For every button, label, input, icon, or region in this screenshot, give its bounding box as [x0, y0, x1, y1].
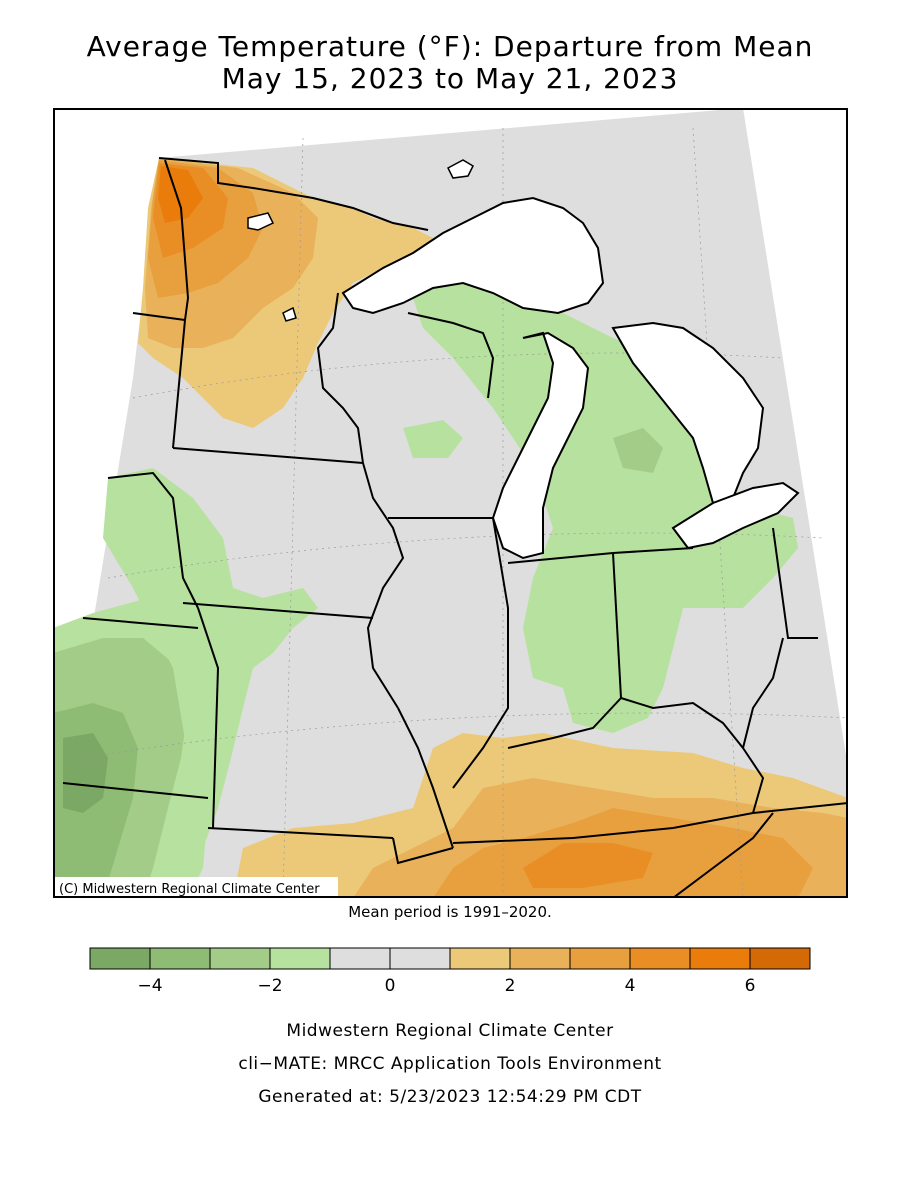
oh-pa-border [772, 527, 818, 639]
legend-tick-label-2: 0 [385, 976, 396, 996]
in-mi-border [507, 552, 614, 564]
lake-michigan [491, 331, 590, 560]
ia-il-border [362, 462, 405, 709]
map-title-line2: May 15, 2023 to May 21, 2023 [221, 62, 679, 95]
legend-bin-7 [509, 947, 571, 970]
mo-ar-border [392, 837, 454, 865]
footer-tool: cli−MATE: MRCC Application Tools Environ… [238, 1054, 662, 1074]
sd-mn-border [172, 319, 186, 449]
legend-bin-6 [449, 947, 511, 970]
legend-bin-4 [329, 947, 391, 970]
ks-co-border [62, 782, 209, 799]
il-in-border [452, 517, 509, 789]
state-boundaries [62, 157, 848, 898]
lake-huron [611, 321, 765, 505]
legend-bin-5 [389, 947, 451, 970]
legend-tick-label-5: 6 [745, 976, 756, 996]
oh-wv-border [742, 637, 784, 749]
legend-bin-3 [269, 947, 331, 970]
color-legend: −4 −2 0 2 4 6 [89, 947, 811, 996]
cool-region-wisconsin [403, 420, 463, 458]
legend-bin-1 [149, 947, 211, 970]
legend-tick-label-4: 4 [625, 976, 636, 996]
oh-ky-border [620, 697, 744, 749]
legend-bin-10 [689, 947, 751, 970]
in-ky-border [507, 697, 622, 749]
lake-erie [671, 481, 800, 550]
isle-royale [447, 159, 474, 179]
tn-va-border [672, 812, 774, 898]
nd-sd-border [132, 312, 186, 321]
lake-small-1 [282, 306, 297, 322]
map-title-line1: Average Temperature (°F): Departure from… [86, 30, 814, 63]
ne-ks-border [82, 617, 199, 629]
footer-generated: Generated at: 5/23/2023 12:54:29 PM CDT [258, 1087, 642, 1107]
credit-box [53, 877, 338, 898]
lake-superior [341, 196, 605, 315]
ks-ok-border [207, 827, 394, 839]
mi-oh-border [612, 547, 694, 554]
ia-mn-border [172, 447, 364, 464]
ne-ia-border [107, 471, 199, 609]
wi-mi-border [407, 312, 495, 399]
legend-bin-2 [209, 947, 271, 970]
lake-superior-isle [247, 212, 275, 231]
cool-region-plains-4 [63, 733, 108, 813]
footer-org: Midwestern Regional Climate Center [286, 1021, 614, 1041]
legend-bin-0 [89, 947, 151, 970]
ks-mo-border [197, 607, 220, 829]
mo-il-border [397, 707, 454, 849]
warm-region-south-4 [523, 843, 653, 888]
mean-period-note: Mean period is 1991–2020. [348, 903, 552, 921]
mn-wi-border [316, 292, 364, 464]
legend-bin-11 [749, 947, 811, 970]
mn-border-north [158, 157, 429, 231]
ky-tn-border [452, 802, 848, 844]
cool-region-great-lakes [408, 273, 798, 733]
legend-tick-label-0: −4 [137, 976, 162, 996]
map-credit: (C) Midwestern Regional Climate Center [59, 882, 320, 897]
nd-mn-border [164, 159, 190, 321]
legend-tick-label-1: −2 [257, 976, 282, 996]
warm-region-north-5 [158, 166, 203, 223]
in-oh-border [612, 552, 622, 699]
cool-region-michigan-core [613, 428, 663, 473]
temperature-departure-map: (C) Midwestern Regional Climate Center [53, 108, 848, 898]
legend-bin-8 [569, 947, 631, 970]
great-lakes [247, 159, 800, 560]
ky-va-border [742, 747, 765, 814]
map-frame [53, 108, 848, 898]
legend-bin-9 [629, 947, 691, 970]
ia-mo-border [182, 602, 374, 619]
cool-region-iowa [103, 468, 318, 848]
legend-tick-label-3: 2 [505, 976, 516, 996]
